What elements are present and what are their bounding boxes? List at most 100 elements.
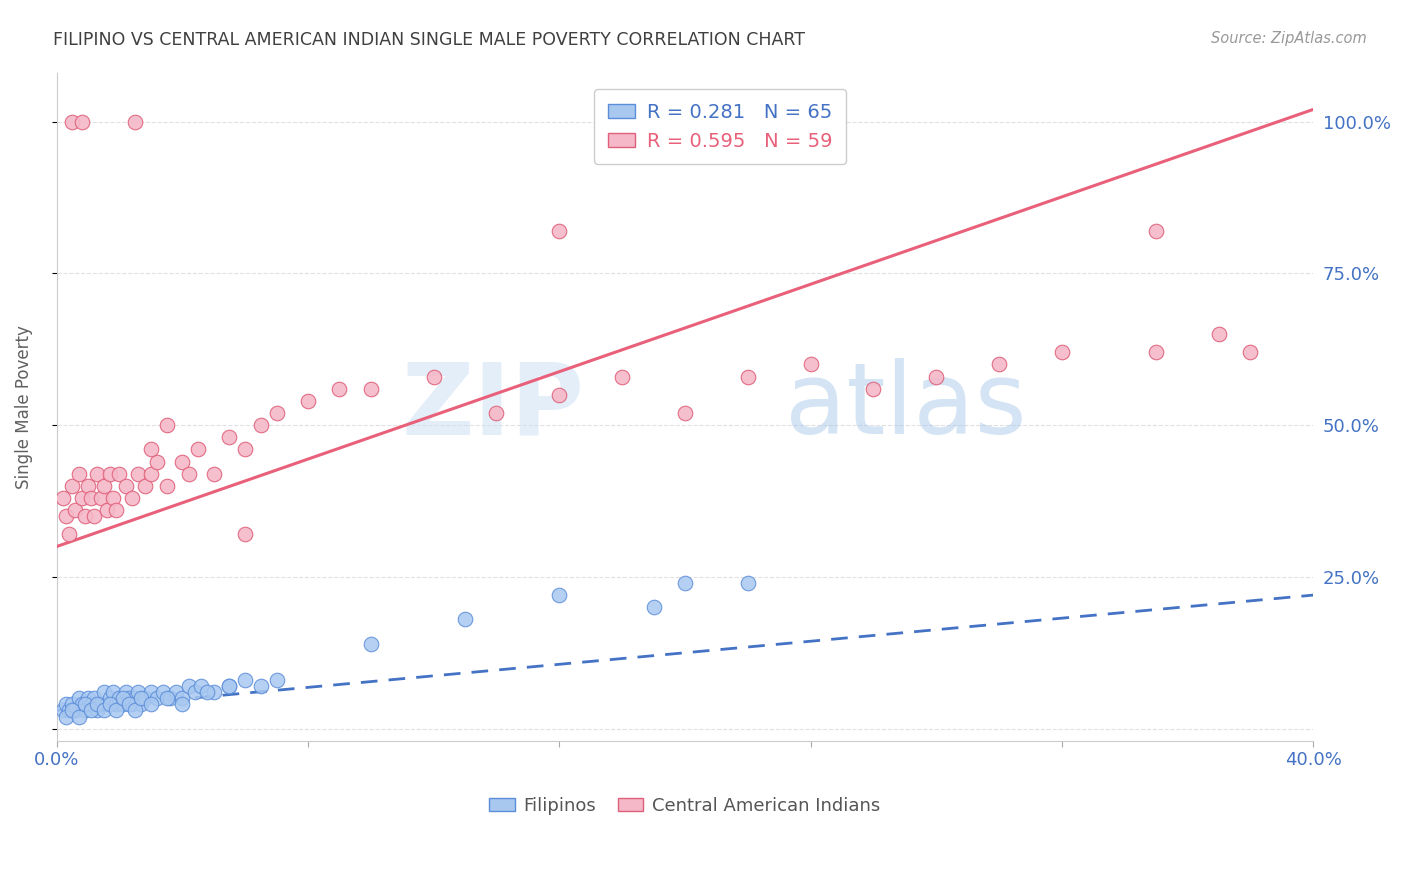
Point bbox=[737, 576, 759, 591]
Point bbox=[124, 703, 146, 717]
Point bbox=[90, 698, 112, 712]
Point bbox=[83, 691, 105, 706]
Point bbox=[233, 442, 256, 457]
Point bbox=[233, 527, 256, 541]
Point bbox=[1050, 345, 1073, 359]
Point bbox=[1144, 345, 1167, 359]
Point bbox=[118, 698, 141, 712]
Point bbox=[454, 612, 477, 626]
Point bbox=[197, 685, 219, 699]
Point bbox=[58, 527, 80, 541]
Point bbox=[98, 467, 121, 481]
Point bbox=[139, 698, 162, 712]
Point bbox=[673, 406, 696, 420]
Point bbox=[218, 430, 240, 444]
Point bbox=[266, 673, 288, 687]
Point bbox=[98, 691, 121, 706]
Point bbox=[80, 491, 103, 505]
Point bbox=[55, 709, 77, 723]
Point bbox=[127, 685, 149, 699]
Point bbox=[105, 503, 128, 517]
Point bbox=[800, 358, 823, 372]
Point bbox=[80, 703, 103, 717]
Point bbox=[86, 698, 108, 712]
Point bbox=[80, 698, 103, 712]
Point bbox=[101, 491, 124, 505]
Point bbox=[1144, 224, 1167, 238]
Point bbox=[98, 698, 121, 712]
Point bbox=[55, 698, 77, 712]
Point bbox=[146, 454, 169, 468]
Point bbox=[93, 685, 115, 699]
Point bbox=[65, 703, 87, 717]
Point bbox=[108, 691, 131, 706]
Point bbox=[86, 467, 108, 481]
Point bbox=[1239, 345, 1261, 359]
Point bbox=[172, 454, 194, 468]
Point bbox=[250, 418, 273, 433]
Point bbox=[177, 679, 200, 693]
Point bbox=[55, 509, 77, 524]
Point bbox=[77, 479, 100, 493]
Point bbox=[146, 691, 169, 706]
Point bbox=[70, 698, 93, 712]
Point bbox=[190, 679, 212, 693]
Point bbox=[218, 679, 240, 693]
Text: atlas: atlas bbox=[786, 359, 1028, 456]
Point bbox=[86, 703, 108, 717]
Point bbox=[60, 479, 83, 493]
Point bbox=[155, 691, 177, 706]
Text: ZIP: ZIP bbox=[402, 359, 585, 456]
Point bbox=[610, 369, 633, 384]
Point bbox=[155, 479, 177, 493]
Point bbox=[60, 114, 83, 128]
Legend: Filipinos, Central American Indians: Filipinos, Central American Indians bbox=[482, 790, 887, 822]
Point bbox=[114, 685, 136, 699]
Point bbox=[737, 369, 759, 384]
Text: Source: ZipAtlas.com: Source: ZipAtlas.com bbox=[1211, 31, 1367, 46]
Point bbox=[360, 637, 382, 651]
Point bbox=[65, 503, 87, 517]
Point bbox=[328, 382, 350, 396]
Point bbox=[172, 691, 194, 706]
Point bbox=[139, 467, 162, 481]
Point bbox=[60, 703, 83, 717]
Point bbox=[152, 685, 174, 699]
Point bbox=[297, 393, 319, 408]
Point bbox=[177, 467, 200, 481]
Point bbox=[131, 698, 153, 712]
Point bbox=[548, 588, 571, 602]
Point bbox=[266, 406, 288, 420]
Point bbox=[105, 703, 128, 717]
Point bbox=[73, 703, 96, 717]
Point bbox=[96, 503, 118, 517]
Point bbox=[58, 703, 80, 717]
Point bbox=[422, 369, 444, 384]
Point bbox=[988, 358, 1011, 372]
Point bbox=[83, 509, 105, 524]
Point bbox=[134, 479, 156, 493]
Y-axis label: Single Male Poverty: Single Male Poverty bbox=[15, 325, 32, 489]
Point bbox=[67, 709, 90, 723]
Point bbox=[862, 382, 884, 396]
Point bbox=[184, 685, 207, 699]
Point bbox=[155, 418, 177, 433]
Point bbox=[67, 691, 90, 706]
Text: FILIPINO VS CENTRAL AMERICAN INDIAN SINGLE MALE POVERTY CORRELATION CHART: FILIPINO VS CENTRAL AMERICAN INDIAN SING… bbox=[53, 31, 806, 49]
Point bbox=[172, 698, 194, 712]
Point bbox=[70, 491, 93, 505]
Point bbox=[121, 491, 143, 505]
Point bbox=[108, 467, 131, 481]
Point bbox=[93, 479, 115, 493]
Point bbox=[90, 491, 112, 505]
Point bbox=[218, 679, 240, 693]
Point bbox=[121, 698, 143, 712]
Point bbox=[67, 467, 90, 481]
Point bbox=[202, 685, 225, 699]
Point bbox=[96, 698, 118, 712]
Point bbox=[139, 442, 162, 457]
Point bbox=[673, 576, 696, 591]
Point bbox=[360, 382, 382, 396]
Point bbox=[233, 673, 256, 687]
Point bbox=[925, 369, 948, 384]
